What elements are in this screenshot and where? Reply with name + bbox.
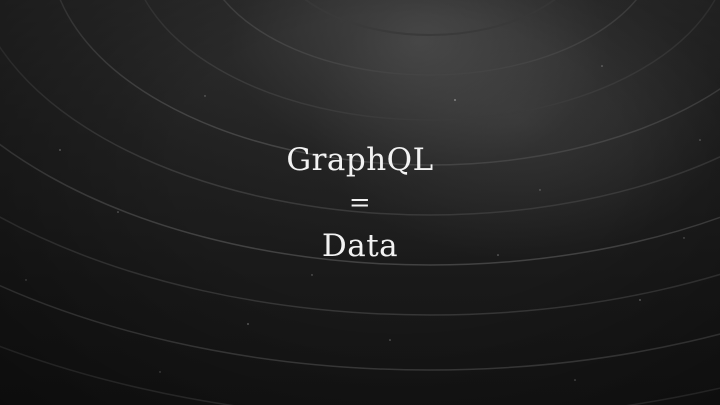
headline-line-data: Data [321,228,399,264]
headline-line-equals: = [348,188,372,218]
slide-headline: GraphQL = Data [0,138,720,268]
headline-line-graphql: GraphQL [286,142,434,178]
